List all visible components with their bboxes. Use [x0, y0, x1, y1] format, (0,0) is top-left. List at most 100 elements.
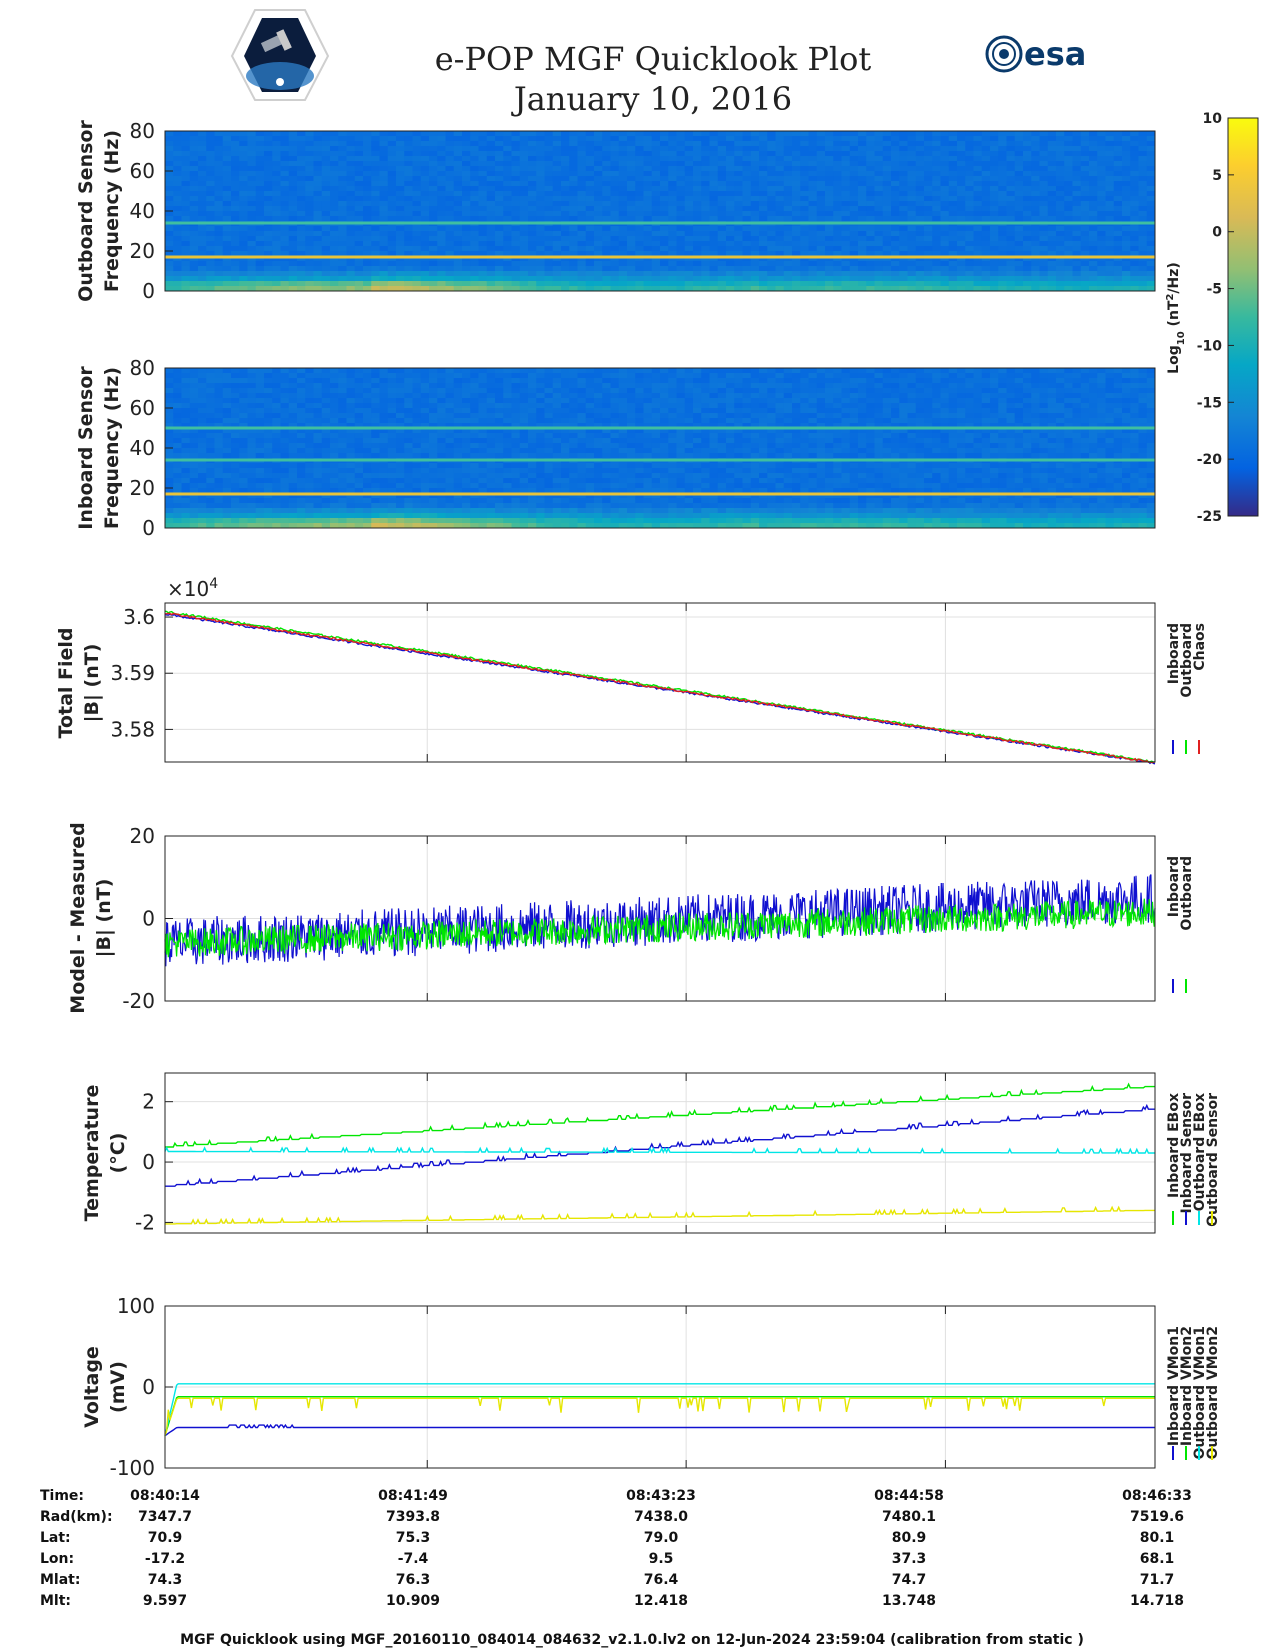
spectrogram-cell — [767, 236, 777, 242]
spectrogram-cell — [313, 403, 323, 409]
spectrogram-cell — [396, 468, 405, 474]
spectrogram-cell — [354, 231, 364, 237]
spectrogram-cell — [470, 256, 480, 262]
spectrogram-cell — [973, 186, 983, 192]
spectrogram-cell — [874, 251, 884, 257]
spectrogram-cell — [165, 453, 174, 459]
spectrogram-cell — [420, 176, 430, 182]
spectrogram-cell — [1089, 246, 1098, 252]
spectrogram-cell — [924, 211, 933, 217]
spectrogram-cell — [470, 201, 480, 207]
spectrogram-cell — [371, 473, 381, 479]
spectrogram-cell — [437, 463, 447, 469]
spectrogram-cell — [462, 186, 471, 192]
spectrogram-cell — [990, 276, 999, 282]
spectrogram-cell — [1138, 196, 1148, 202]
spectrogram-cell — [206, 131, 216, 137]
spectrogram-cell — [181, 513, 191, 519]
spectrogram-cell — [396, 493, 405, 499]
spectrogram-cell — [247, 498, 257, 504]
spectrogram-cell — [363, 503, 372, 509]
spectrogram-cell — [222, 231, 232, 237]
spectrogram-cell — [181, 393, 191, 399]
spectrogram-cell — [396, 478, 405, 484]
spectrogram-cell — [800, 261, 810, 267]
spectrogram-cell — [198, 211, 207, 217]
spectrogram-cell — [866, 131, 876, 137]
spectrogram-cell — [701, 286, 711, 291]
spectrogram-cell — [1023, 136, 1032, 142]
spectrogram-cell — [280, 196, 290, 202]
spectrogram-cell — [833, 176, 843, 182]
spectrogram-cell — [437, 231, 447, 237]
spectrogram-cell — [495, 271, 504, 277]
spectrogram-cell — [998, 211, 1008, 217]
spectrogram-cell — [932, 171, 942, 177]
spectrogram-cell — [379, 478, 389, 484]
spectrogram-cell — [1138, 231, 1148, 237]
spectrogram-cell — [222, 226, 232, 232]
spectrogram-cell — [1056, 171, 1065, 177]
spectrogram-cell — [684, 231, 694, 237]
spectrogram-cell — [924, 266, 933, 272]
spectrogram-cell — [1097, 161, 1107, 167]
spectrogram-cell — [808, 201, 818, 207]
spectrogram-cell — [453, 276, 463, 282]
spectrogram-cell — [552, 181, 562, 187]
spectrogram-cell — [1105, 136, 1115, 142]
spectrogram-cell — [297, 388, 306, 394]
spectrogram-cell — [701, 181, 711, 187]
spectrogram-cell — [214, 503, 224, 509]
spectrogram-cell — [280, 156, 290, 162]
spectrogram-cell — [1122, 226, 1131, 232]
spectrogram-cell — [841, 256, 851, 262]
spectrogram-cell — [561, 156, 570, 162]
spectrogram-cell — [297, 176, 306, 182]
spectrogram-cell — [346, 161, 356, 167]
spectrogram-cell — [701, 201, 711, 207]
spectrogram-cell — [800, 206, 810, 212]
spectrogram-cell — [313, 241, 323, 247]
spectrogram-cell — [1122, 166, 1131, 172]
spectrogram-cell — [948, 246, 958, 252]
spectrogram-cell — [1039, 211, 1049, 217]
spectrogram-cell — [346, 508, 356, 514]
spectrogram-cell — [833, 171, 843, 177]
spectrogram-cell — [973, 226, 983, 232]
spectrogram-cell — [412, 428, 422, 434]
spectrogram-cell — [371, 478, 381, 484]
y-tick-label: 20 — [130, 239, 155, 263]
spectrogram-cell — [684, 206, 694, 212]
spectrogram-cell — [701, 151, 711, 157]
spectrogram-cell — [288, 281, 298, 287]
spectrogram-cell — [437, 393, 447, 399]
spectrogram-cell — [800, 131, 810, 137]
spectrogram-cell — [668, 146, 678, 152]
spectrogram-cell — [280, 231, 290, 237]
spectrogram-cell — [420, 196, 430, 202]
spectrogram-cell — [1031, 191, 1041, 197]
spectrogram-cell — [404, 281, 414, 287]
spectrogram-cell — [239, 226, 249, 232]
spectrogram-cell — [165, 131, 174, 137]
spectrogram-cell — [264, 191, 273, 197]
spectrogram-cell — [453, 146, 463, 152]
spectrogram-cell — [1006, 141, 1016, 147]
spectrogram-cell — [330, 181, 339, 187]
spectrogram-cell — [387, 171, 397, 177]
spectrogram-cell — [891, 236, 900, 242]
spectrogram-cell — [330, 131, 339, 137]
spectrogram-cell — [420, 408, 430, 414]
spectrogram-cell — [841, 246, 851, 252]
spectrogram-cell — [882, 141, 892, 147]
spectrogram-cell — [602, 211, 612, 217]
spectrogram-cell — [206, 388, 216, 394]
spectrogram-cell — [247, 286, 257, 291]
spectrogram-cell — [1080, 256, 1090, 262]
spectrogram-cell — [1122, 271, 1131, 277]
spectrogram-cell — [717, 196, 727, 202]
spectrogram-cell — [717, 246, 727, 252]
spectrogram-cell — [528, 181, 537, 187]
spectrogram-cell — [165, 161, 174, 167]
spectrogram-cell — [948, 176, 958, 182]
